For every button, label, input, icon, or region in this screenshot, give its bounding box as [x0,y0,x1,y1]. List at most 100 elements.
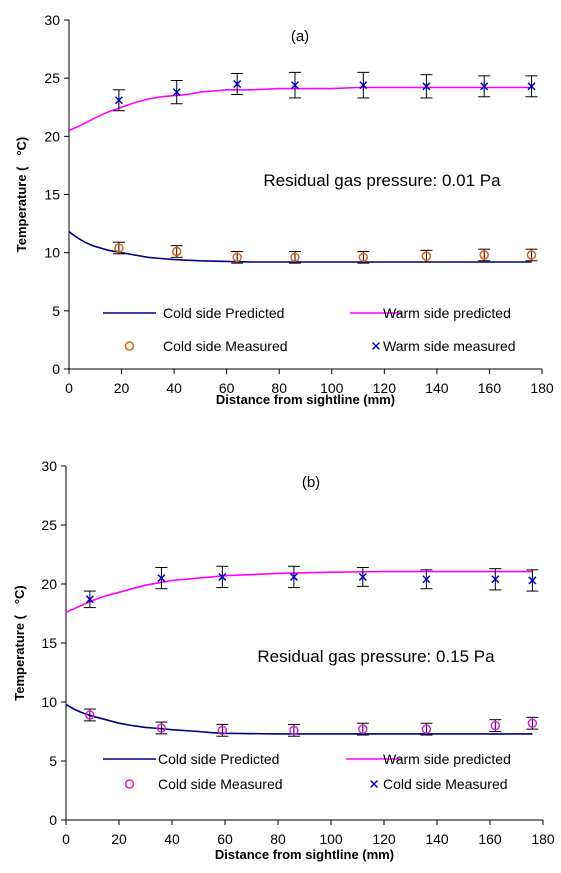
x-tick-label: 120 [373,380,397,396]
data-point [85,595,94,604]
x-tick-label: 60 [219,380,235,396]
y-tick-label: 5 [49,753,57,769]
pressure-annotation: Residual gas pressure: 0.15 Pa [257,647,495,666]
legend-item: Cold side Predicted [103,305,284,321]
data-point [171,246,182,257]
data-point [491,575,500,584]
legend: Cold side Predicted Warm side predicted Co… [103,751,511,792]
y-tick-label: 15 [41,635,57,651]
legend-item: Cold side Measured [124,776,283,792]
x-tick-label: 100 [320,380,344,396]
data-point [358,572,367,581]
x-axis-label: Distance from sightline (mm) [215,847,394,862]
data-point [528,576,537,585]
y-tick-label: 25 [41,517,57,533]
data-point [480,82,489,91]
data-point [527,718,538,728]
x-tick-label: 160 [478,380,502,396]
legend-item: Cold side Predicted [103,751,279,767]
x-tick-label: 0 [65,380,73,396]
series-1 [68,86,532,132]
data-point [527,82,536,91]
series-2 [83,708,539,737]
legend-swatch [369,779,379,789]
legend-item: Warm side predicted [350,305,511,321]
panel-label: (a) [291,28,309,45]
series-line [68,86,532,132]
legend-swatch [371,341,381,351]
y-tick-label: 25 [44,70,60,86]
data-point [217,725,228,736]
x-tick-label: 20 [114,380,130,396]
data-point [289,725,299,736]
series-line [65,703,533,735]
x-tick-label: 160 [478,831,502,847]
x-tick-label: 60 [217,831,233,847]
series-0 [68,231,532,263]
data-point [421,724,432,734]
x-tick-label: 80 [270,831,286,847]
x-tick-label: 140 [425,380,449,396]
data-point [156,723,167,733]
panel-label: (b) [302,474,320,491]
y-tick-label: 10 [44,245,60,261]
data-point [290,81,300,90]
series-3 [112,71,538,112]
data-point [289,572,298,581]
legend-label: Cold side Measured [158,776,283,792]
y-tick-label: 5 [52,303,60,319]
data-point [290,252,300,263]
data-point [359,81,368,90]
data-point [85,710,95,720]
x-tick-label: 140 [425,831,449,847]
chart-a: 0 5 10 15 20 25 30 0 20 40 60 80 100 120 140 160 180 Dist… [14,12,554,407]
data-point [157,574,166,583]
x-tick-label: 180 [530,380,554,396]
data-point [422,575,431,584]
y-tick-label: 20 [44,128,60,144]
y-tick-label: 30 [41,458,57,474]
legend-label: Cold side Measured [383,776,508,792]
legend-label: Cold side Predicted [163,305,284,321]
series-2 [112,241,538,264]
series-3 [83,565,539,609]
y-tick-label: 20 [41,576,57,592]
data-point [526,250,537,260]
data-point [114,96,123,105]
data-point [232,252,242,263]
legend-label: Cold side Measured [163,338,288,354]
pressure-annotation: Residual gas pressure: 0.01 Pa [263,171,501,190]
data-point [422,82,431,91]
y-tick-label: 10 [41,694,57,710]
series-line [65,570,533,614]
series-line [68,231,532,263]
data-point [358,252,369,263]
x-tick-label: 40 [164,831,180,847]
y-tick-label: 0 [49,812,57,828]
data-point [233,79,242,89]
legend-label: Warm side predicted [383,751,511,767]
x-tick-label: 180 [531,831,555,847]
y-tick-label: 15 [44,187,60,203]
data-point [421,251,432,261]
y-axis-label: Temperature ( °C) [12,585,27,700]
data-point [114,243,124,253]
x-tick-label: 20 [111,831,127,847]
series-1 [65,570,533,614]
data-point [172,88,181,97]
legend-item: Warm side predicted [346,751,511,767]
y-axis-label: Temperature ( °C) [14,137,29,252]
legend-swatch [124,779,135,789]
data-point [490,720,501,731]
x-axis-label: Distance from sightline (mm) [216,392,395,407]
legend-label: Cold side Predicted [158,751,279,767]
legend: Cold side Predicted Warm side predicted Co… [103,305,516,354]
y-tick-label: 30 [44,12,60,28]
legend-swatch [124,341,135,351]
x-tick-label: 120 [372,831,396,847]
data-point [218,572,227,581]
x-tick-label: 40 [166,380,182,396]
series-0 [65,703,533,735]
x-tick-label: 100 [319,831,343,847]
